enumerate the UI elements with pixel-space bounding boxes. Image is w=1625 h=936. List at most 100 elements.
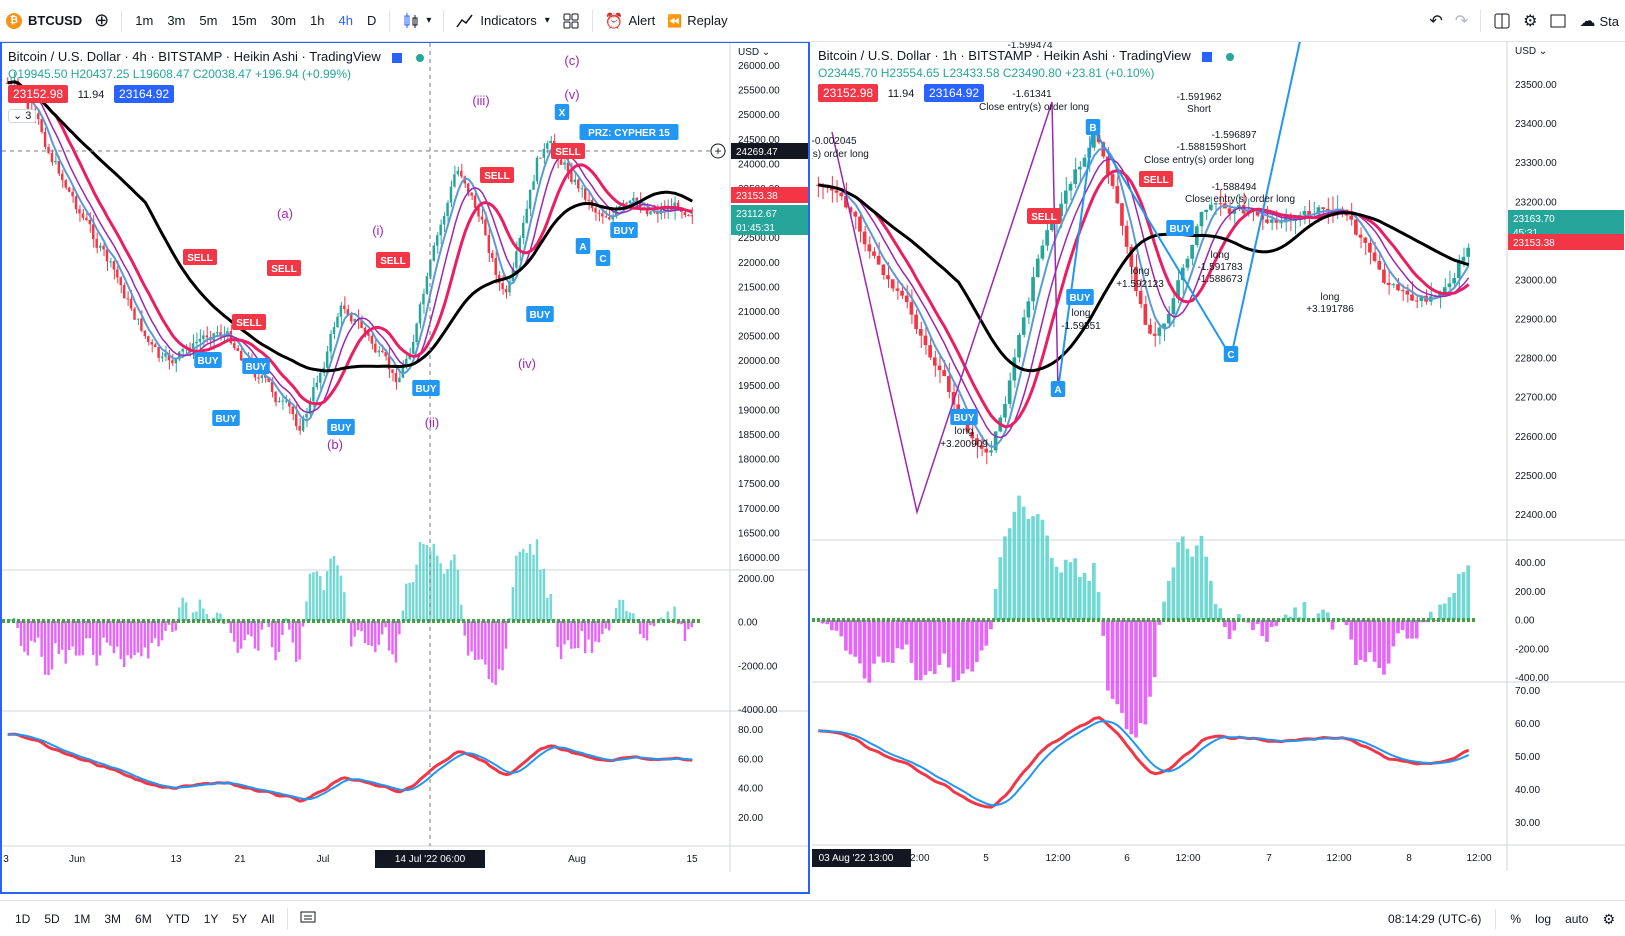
strategy-annotation: long [955, 426, 974, 437]
right-chart-pane[interactable]: 23500.0023400.0023300.0023200.0023100.00… [812, 42, 1625, 894]
macd-histogram-bar [504, 621, 508, 649]
macd-histogram-bar [205, 614, 208, 621]
candle-body [456, 170, 460, 175]
fullscreen-icon [1550, 14, 1566, 28]
macd-histogram-bar [1087, 580, 1092, 620]
candle-body [281, 400, 284, 402]
price-tick-label: 16500.00 [738, 528, 780, 539]
macd-histogram-bar [834, 620, 839, 631]
candle-body [202, 335, 205, 339]
strategy-annotation: Close entry(s) order long [979, 102, 1089, 113]
rsi-tick-label: 60.00 [1515, 719, 1540, 730]
macd-histogram-bar [1129, 620, 1134, 735]
range-5d[interactable]: 5D [44, 911, 60, 926]
auto-toggle[interactable]: auto [1565, 912, 1589, 926]
candle-body [932, 357, 937, 366]
macd-histogram-bar [449, 560, 453, 621]
range-1y[interactable]: 1Y [203, 911, 219, 926]
candle-body [683, 212, 687, 216]
range-all[interactable]: All [261, 911, 275, 926]
candle-body [1199, 211, 1204, 227]
chart-type-button[interactable]: ▾ [396, 0, 437, 42]
candle-body [525, 208, 528, 223]
buy-price-button[interactable]: 23164.92 [924, 84, 985, 102]
interval-5m[interactable]: 5m [199, 13, 218, 28]
macd-histogram-bar [57, 621, 61, 655]
candle-body [848, 207, 853, 212]
price-tick-label: 22000.00 [738, 258, 780, 269]
candle-body [1442, 287, 1447, 294]
log-toggle[interactable]: log [1535, 912, 1552, 926]
publish-button[interactable]: ☁ Sta [1573, 0, 1625, 42]
right-chart-canvas[interactable]: 23500.0023400.0023300.0023200.0023100.00… [812, 42, 1625, 894]
replay-button[interactable]: ⏪ Replay [661, 0, 733, 42]
compare-button[interactable]: ⊕ [88, 0, 115, 42]
redo-button[interactable]: ↷ [1449, 0, 1474, 42]
macd-histogram-bar [546, 597, 549, 621]
macd-histogram-bar [88, 621, 91, 639]
percent-toggle[interactable]: % [1510, 912, 1522, 926]
interval-d[interactable]: D [366, 13, 377, 28]
interval-15m[interactable]: 15m [231, 13, 257, 28]
candles-icon [404, 12, 418, 28]
candle-body [181, 348, 184, 352]
range-5y[interactable]: 5Y [232, 911, 248, 926]
time-tick-label: 21 [234, 854, 246, 865]
sell-price-button[interactable]: 23152.98 [8, 85, 69, 103]
interval-30m[interactable]: 30m [270, 13, 297, 28]
macd-histogram-bar [645, 621, 649, 641]
undo-button[interactable]: ↶ [1423, 0, 1448, 42]
layouts-button[interactable] [556, 0, 586, 42]
candle-body [625, 202, 628, 204]
range-ytd[interactable]: YTD [165, 911, 190, 926]
currency-label: USD ⌄ [1515, 46, 1547, 57]
candle-body [391, 369, 394, 373]
candle-body [332, 327, 336, 334]
range-1m[interactable]: 1M [73, 911, 91, 926]
interval-1m[interactable]: 1m [135, 13, 154, 28]
interval-1h[interactable]: 1h [310, 13, 325, 28]
fullscreen-button[interactable] [1543, 0, 1573, 42]
range-1d[interactable]: 1D [15, 911, 31, 926]
interval-3m[interactable]: 3m [167, 13, 186, 28]
wave-label: (c) [564, 53, 579, 68]
candle-body [129, 298, 133, 309]
time-tick-label: 15 [686, 854, 698, 865]
time-tick-label: 6 [1124, 853, 1130, 864]
macd-histogram-bar [291, 621, 294, 643]
range-3m[interactable]: 3M [104, 911, 122, 926]
macd-histogram-bar [184, 602, 188, 621]
symbol-search[interactable]: ₿ BTCUSD [0, 0, 88, 42]
macd-histogram-bar [308, 573, 312, 621]
interval-4h[interactable]: 4h [338, 13, 353, 28]
candle-body [1143, 304, 1148, 325]
indicator-toggle-button[interactable]: ⌄ 3 [8, 109, 37, 123]
left-chart-canvas[interactable]: 26000.00 25500.00 25000.00 24500.00 24000.00… [2, 43, 810, 893]
divider [121, 9, 123, 32]
gear-icon[interactable]: ⚙ [1602, 910, 1615, 927]
left-chart-pane[interactable]: 26000.00 25500.00 25000.00 24500.00 24000.00… [0, 42, 810, 894]
alert-button[interactable]: ⏰ Alert [599, 0, 661, 42]
settings-button[interactable]: ⚙ [1517, 0, 1543, 42]
buy-price-button[interactable]: 23164.92 [114, 85, 175, 103]
layout-split-button[interactable] [1487, 0, 1517, 42]
macd-histogram-bar [446, 568, 449, 621]
macd-histogram-bar [1293, 607, 1297, 620]
buy-signal-label: BUY [215, 414, 236, 425]
candle-body [78, 209, 81, 214]
go-to-date-button[interactable] [294, 910, 322, 927]
macd-histogram-bar [1059, 572, 1063, 620]
candle-body [1162, 323, 1166, 328]
macd-histogram-bar [601, 621, 604, 635]
macd-histogram-bar [1377, 620, 1382, 669]
strategy-annotation: Short [1187, 104, 1211, 115]
range-6m[interactable]: 6M [135, 911, 152, 926]
macd-histogram-bar [1021, 506, 1026, 620]
indicators-button[interactable]: Indicators ▾ [450, 0, 555, 42]
strategy-annotation: -1.61341 [1012, 89, 1052, 100]
clock-display[interactable]: 08:14:29 (UTC-6) [1388, 912, 1482, 926]
price-tick-label: 20500.00 [738, 332, 780, 343]
candle-body [1354, 219, 1358, 235]
macd-histogram-bar [92, 621, 95, 655]
sell-price-button[interactable]: 23152.98 [818, 84, 879, 102]
